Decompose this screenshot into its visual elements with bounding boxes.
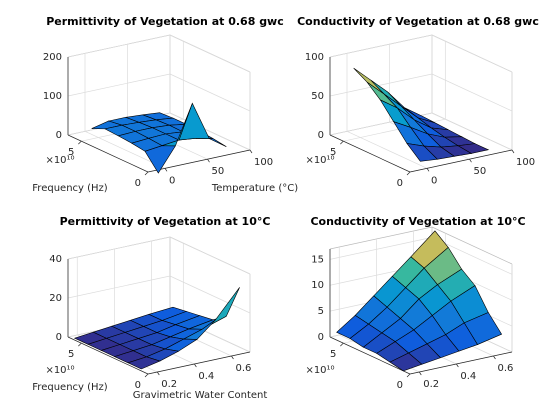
x-tick bbox=[406, 171, 411, 176]
z-tick-label: 5 bbox=[318, 306, 324, 317]
surface-face bbox=[406, 143, 438, 162]
y-tick-label: 50 bbox=[474, 166, 487, 177]
x-axis-label: Frequency (Hz) bbox=[32, 183, 108, 194]
y-tick bbox=[164, 168, 168, 172]
y-tick-label: 0.6 bbox=[497, 363, 513, 374]
y-axis-label: Temperature (°C) bbox=[211, 183, 298, 194]
x-tick bbox=[340, 342, 344, 347]
x-tick-label: 5 bbox=[330, 147, 336, 158]
surface-face bbox=[127, 356, 161, 370]
x-tick bbox=[340, 140, 344, 145]
x-tick bbox=[144, 171, 149, 176]
box-edge bbox=[329, 226, 433, 250]
y-tick bbox=[418, 371, 422, 376]
x-exponent: ×10¹⁰ bbox=[305, 365, 334, 376]
x-tick-label: 0 bbox=[135, 380, 141, 391]
x-tick-label: 5 bbox=[68, 147, 74, 158]
x-tick-label: 5 bbox=[68, 349, 74, 360]
x-exponent: ×10¹⁰ bbox=[45, 155, 74, 166]
y-grid-line bbox=[169, 112, 251, 151]
x-tick-label: 5 bbox=[330, 349, 336, 360]
y-tick-label: 100 bbox=[516, 157, 535, 168]
y-tick bbox=[231, 355, 234, 360]
title: Permittivity of Vegetation at 0.68 gwc bbox=[46, 15, 284, 28]
z-tick-label: 40 bbox=[49, 254, 62, 265]
x-tick-label: 0 bbox=[397, 178, 403, 189]
surface-face bbox=[144, 145, 176, 174]
y-tick bbox=[469, 158, 472, 163]
z-tick-label: 200 bbox=[43, 52, 62, 63]
title: Permittivity of Vegetation at 10°C bbox=[60, 215, 271, 228]
y-tick-label: 0 bbox=[169, 175, 175, 186]
z-tick-label: 15 bbox=[311, 254, 324, 265]
y-tick bbox=[426, 168, 430, 172]
z-grid-line bbox=[67, 275, 171, 299]
y-tick-label: 0.2 bbox=[161, 379, 177, 390]
y-grid-line bbox=[346, 131, 428, 169]
z-tick-label: 0 bbox=[318, 332, 324, 343]
x-exponent: ×10¹⁰ bbox=[305, 155, 334, 166]
x-tick bbox=[78, 140, 82, 145]
y-tick-label: 0 bbox=[431, 175, 437, 186]
y-axis-line bbox=[147, 351, 251, 375]
z-grid-line bbox=[329, 237, 433, 260]
y-tick-label: 0.2 bbox=[423, 379, 439, 390]
surface-face bbox=[389, 352, 423, 372]
z-grid-line bbox=[67, 236, 171, 260]
x-tick-label: 0 bbox=[135, 178, 141, 189]
title: Conductivity of Vegetation at 0.68 gwc bbox=[297, 15, 539, 28]
z-tick-label: 100 bbox=[305, 52, 324, 63]
z-tick-label: 50 bbox=[311, 91, 324, 102]
y-tick-label: 50 bbox=[212, 166, 225, 177]
x-tick bbox=[406, 373, 411, 378]
y-tick bbox=[456, 363, 459, 368]
x-tick bbox=[144, 373, 149, 378]
y-tick-label: 100 bbox=[254, 157, 273, 168]
z-tick-label: 0 bbox=[56, 130, 62, 141]
z-tick-label: 100 bbox=[43, 91, 62, 102]
y-grid-line bbox=[431, 112, 513, 151]
z-tick-label: 0 bbox=[318, 130, 324, 141]
z-tick-label: 0 bbox=[56, 332, 62, 343]
z-tick-label: 20 bbox=[49, 293, 62, 304]
y-tick bbox=[156, 371, 160, 376]
y-axis-line bbox=[409, 351, 513, 375]
y-tick bbox=[194, 363, 197, 368]
x-tick-label: 0 bbox=[397, 380, 403, 391]
x-tick bbox=[78, 342, 82, 347]
y-tick-label: 0.6 bbox=[235, 363, 251, 374]
y-tick bbox=[249, 149, 253, 154]
z-tick-label: 10 bbox=[311, 280, 324, 291]
y-tick-label: 0.4 bbox=[198, 371, 214, 382]
title: Conductivity of Vegetation at 10°C bbox=[310, 215, 525, 228]
y-tick bbox=[207, 158, 210, 163]
y-tick bbox=[511, 149, 515, 154]
y-tick-label: 0.4 bbox=[460, 371, 476, 382]
y-axis-label: Gravimetric Water Content bbox=[133, 390, 268, 401]
y-tick bbox=[493, 355, 496, 360]
x-exponent: ×10¹⁰ bbox=[45, 365, 74, 376]
x-axis-label: Frequency (Hz) bbox=[32, 382, 108, 393]
